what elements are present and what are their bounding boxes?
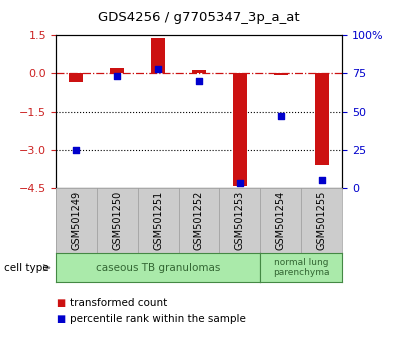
Text: normal lung
parenchyma: normal lung parenchyma: [273, 258, 330, 277]
Text: GSM501252: GSM501252: [194, 191, 204, 250]
Bar: [69, 74, 83, 82]
Point: [114, 74, 120, 79]
Text: ■: ■: [56, 298, 65, 308]
Point: [73, 147, 79, 153]
Bar: [274, 74, 288, 75]
Text: cell type: cell type: [4, 263, 49, 273]
Point: [196, 78, 202, 84]
Bar: [110, 68, 124, 74]
Text: GSM501254: GSM501254: [276, 191, 286, 250]
Bar: [192, 70, 206, 74]
Bar: [151, 38, 165, 74]
Point: [319, 177, 325, 183]
Text: GDS4256 / g7705347_3p_a_at: GDS4256 / g7705347_3p_a_at: [98, 11, 300, 24]
Point: [278, 113, 284, 119]
Text: transformed count: transformed count: [70, 298, 167, 308]
Text: percentile rank within the sample: percentile rank within the sample: [70, 314, 246, 324]
Text: GSM501255: GSM501255: [317, 191, 327, 250]
Text: GSM501253: GSM501253: [235, 191, 245, 250]
Bar: [233, 74, 247, 186]
Text: caseous TB granulomas: caseous TB granulomas: [96, 263, 220, 273]
Text: ■: ■: [56, 314, 65, 324]
Point: [155, 66, 161, 72]
Point: [237, 180, 243, 186]
Text: GSM501250: GSM501250: [112, 191, 122, 250]
Text: GSM501249: GSM501249: [71, 191, 81, 250]
Bar: [315, 74, 329, 165]
Text: GSM501251: GSM501251: [153, 191, 163, 250]
